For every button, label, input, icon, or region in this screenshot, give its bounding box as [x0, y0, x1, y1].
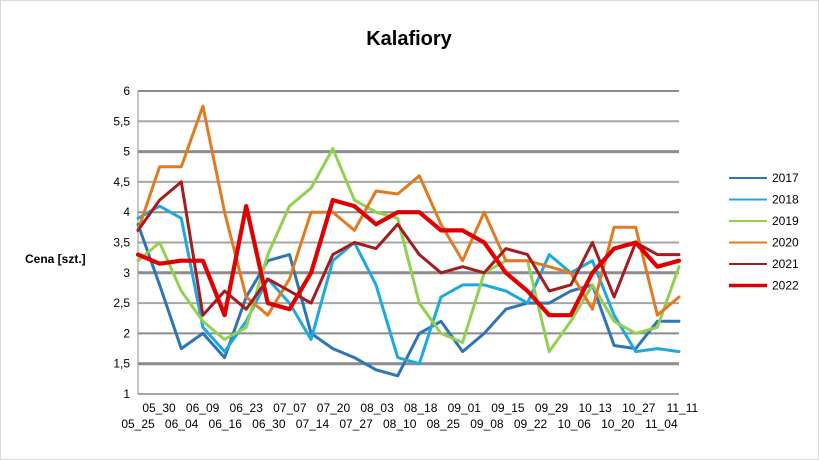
- y-tick-label: 5,5: [113, 114, 130, 128]
- x-tick-label: 05_30: [142, 401, 176, 415]
- chart-title: Kalafiory: [366, 28, 452, 50]
- legend-label-2019: 2019: [772, 214, 799, 228]
- y-tick-label: 3: [123, 266, 130, 280]
- gridlines: [137, 90, 679, 395]
- y-tick-label: 2,5: [113, 296, 130, 310]
- series-line-2020: [136, 104, 681, 317]
- x-tick-label: 07_20: [317, 401, 351, 415]
- x-tick-label: 10_13: [578, 401, 612, 415]
- y-tick-label: 6: [123, 84, 130, 98]
- legend-label-2018: 2018: [772, 193, 799, 207]
- y-tick-labels: 1 1,5 2 2,5 3 3,5 4 4,5 5 5,5 6: [113, 84, 130, 401]
- y-tick-label: 2: [123, 326, 130, 340]
- x-tick-label: 06_30: [252, 417, 286, 431]
- x-tick-labels: 05_30 06_09 06_23 07_07 07_20 08_03 08_18 09_01…: [121, 401, 698, 431]
- y-tick-label: 5: [123, 145, 130, 159]
- x-tick-label: 09_15: [491, 401, 525, 415]
- x-tick-label: 08_10: [383, 417, 417, 431]
- y-axis-label: Cena [szt.]: [25, 252, 86, 266]
- series-lines: [135, 104, 682, 378]
- x-tick-label: 08_25: [427, 417, 461, 431]
- series-line-2022: [135, 198, 682, 318]
- legend-label-2017: 2017: [772, 171, 799, 185]
- x-tick-label: 07_14: [296, 417, 330, 431]
- x-tick-label: 10_27: [622, 401, 656, 415]
- series-line-2018: [136, 204, 681, 366]
- x-tick-label: 08_03: [360, 401, 394, 415]
- y-tick-label: 1,5: [113, 357, 130, 371]
- x-tick-label: 05_25: [121, 417, 155, 431]
- x-tick-label: 06_04: [165, 417, 199, 431]
- x-tick-label: 09_29: [535, 401, 569, 415]
- y-tick-label: 1: [123, 387, 130, 401]
- x-tick-label: 07_07: [273, 401, 307, 415]
- legend-label-2020: 2020: [772, 236, 799, 250]
- x-tick-label: 08_18: [404, 401, 438, 415]
- x-tick-label: 11_11: [667, 401, 699, 415]
- x-tick-label: 09_08: [470, 417, 504, 431]
- y-tick-label: 3,5: [113, 236, 130, 250]
- legend-label-2021: 2021: [772, 257, 799, 271]
- x-tick-label: 09_01: [448, 401, 482, 415]
- legend: 2017 2018 2019 2020 2021 2022: [729, 171, 799, 293]
- x-tick-label: 06_23: [230, 401, 264, 415]
- x-tick-label: 10_20: [601, 417, 635, 431]
- legend-label-2022: 2022: [772, 279, 799, 293]
- x-tick-label: 09_22: [514, 417, 548, 431]
- y-tick-label: 4: [123, 205, 130, 219]
- x-tick-label: 10_06: [557, 417, 591, 431]
- x-tick-label: 06_16: [209, 417, 243, 431]
- x-tick-label: 07_27: [339, 417, 373, 431]
- series-line-2019: [136, 147, 681, 354]
- x-tick-label: 11_04: [645, 417, 678, 431]
- x-tick-label: 06_09: [186, 401, 220, 415]
- y-tick-label: 4,5: [113, 175, 130, 189]
